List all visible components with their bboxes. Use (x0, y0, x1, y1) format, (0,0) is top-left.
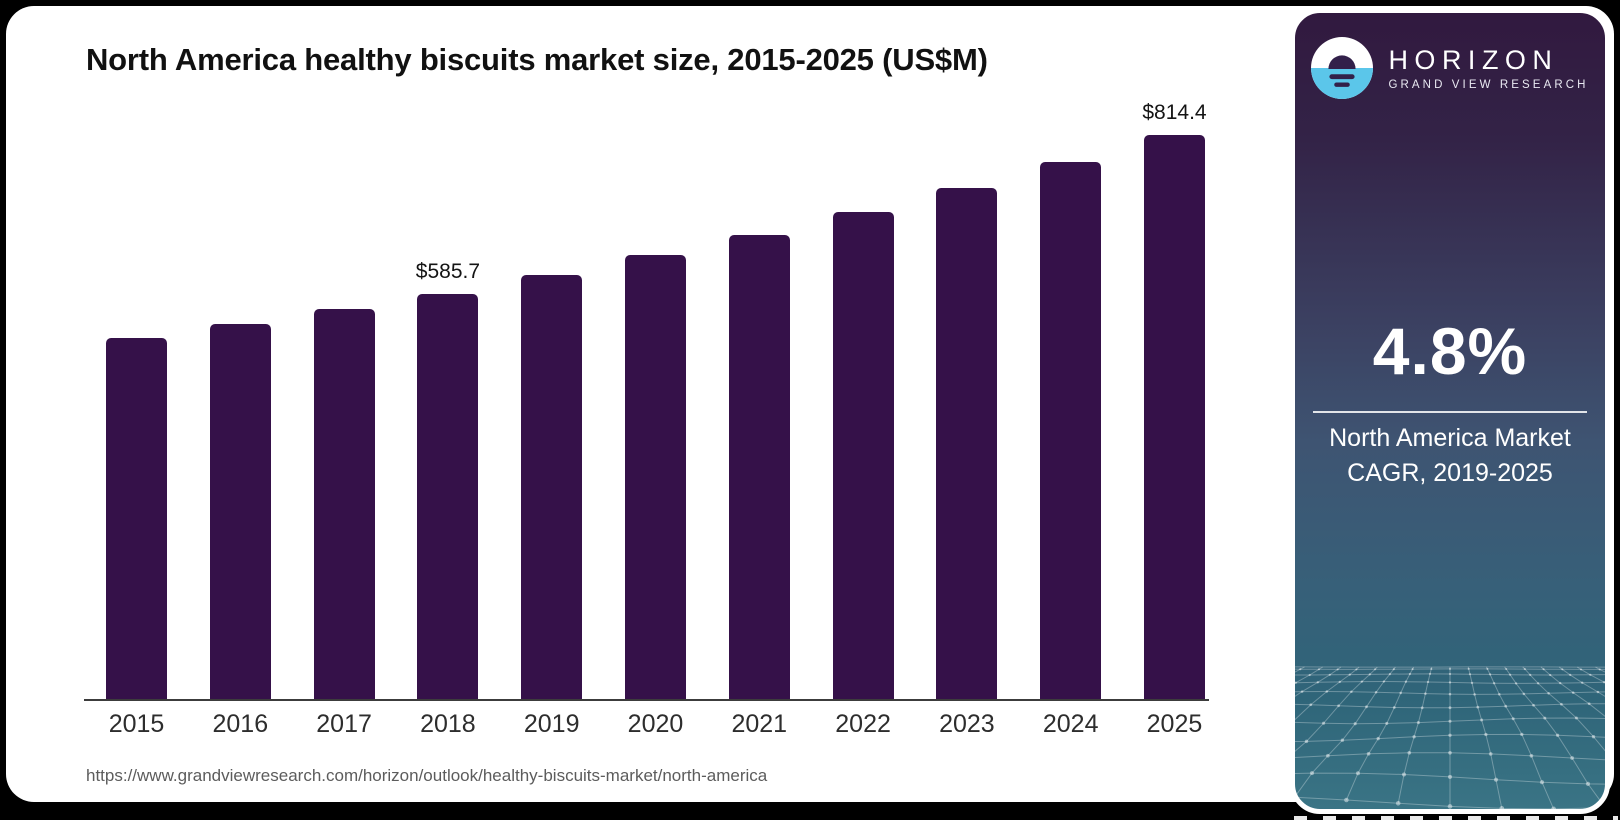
bar-value-label-2018: $585.7 (415, 259, 481, 283)
x-tick-2024: 2024 (1042, 710, 1099, 738)
x-tick-2022: 2022 (835, 710, 891, 738)
bar-slot-2018: $585.7 (415, 259, 481, 700)
bar-2021 (728, 234, 790, 700)
bar-2018 (417, 293, 479, 700)
x-axis-line (84, 699, 1209, 701)
bar-slot-2015 (106, 338, 167, 700)
bar-slot-2022 (832, 212, 894, 700)
bar-2023 (936, 187, 998, 700)
bar-2017 (313, 309, 375, 700)
bar-slot-2019 (521, 275, 583, 700)
bar-2016 (209, 324, 271, 700)
x-axis-labels: 2015 2016 2017 2018 2019 2020 2021 2022 2023 2024… (106, 710, 1205, 739)
chart-title: North America healthy biscuits market si… (86, 42, 988, 77)
bottom-edge-dashes (1294, 816, 1618, 820)
brand-subtitle: GRAND VIEW RESEARCH (1388, 79, 1589, 91)
bar-chart-bars: $585.7 $814.4 (106, 101, 1207, 700)
brand-sidebar: HORIZON GRAND VIEW RESEARCH 4.8% North A… (1290, 8, 1610, 814)
bar-2019 (521, 275, 583, 700)
bar-2025 (1143, 135, 1205, 700)
cagr-label-line1: North America Market (1329, 424, 1571, 452)
x-tick-2019: 2019 (523, 710, 580, 738)
brand-name: HORIZON (1388, 45, 1559, 75)
horizon-wordmark: HORIZON GRAND VIEW RESEARCH (1388, 45, 1588, 91)
x-tick-2021: 2021 (731, 710, 788, 738)
cagr-label: North America Market CAGR, 2019-2025 (1295, 421, 1605, 491)
bar-2024 (1040, 161, 1102, 700)
bar-2015 (106, 338, 167, 700)
source-url-link[interactable]: https://www.grandviewresearch.com/horizo… (86, 766, 768, 785)
horizon-logo: HORIZON GRAND VIEW RESEARCH (1295, 37, 1605, 99)
x-tick-2023: 2023 (939, 710, 995, 738)
bar-value-label-2025: $814.4 (1142, 101, 1207, 124)
x-tick-2017: 2017 (316, 710, 372, 738)
bar-slot-2017 (313, 309, 375, 700)
cagr-label-line2: CAGR, 2019-2025 (1347, 459, 1553, 487)
bar-2022 (832, 212, 894, 700)
x-tick-2018: 2018 (420, 710, 476, 738)
bar-slot-2023 (936, 187, 998, 700)
bar-slot-2016 (209, 324, 271, 700)
cagr-value: 4.8% (1372, 314, 1528, 388)
bar-2020 (624, 255, 686, 700)
bar-slot-2021 (728, 234, 790, 700)
horizon-sun-icon (1311, 37, 1374, 99)
bar-slot-2024 (1040, 161, 1102, 700)
stat-divider (1313, 411, 1587, 413)
wireframe-mesh-graphic (1295, 666, 1605, 809)
bar-slot-2025: $814.4 (1142, 101, 1207, 700)
x-tick-2020: 2020 (627, 710, 684, 738)
x-tick-2015: 2015 (108, 710, 165, 738)
x-tick-2016: 2016 (212, 710, 269, 738)
x-tick-2025: 2025 (1146, 710, 1203, 738)
bar-slot-2020 (624, 255, 686, 700)
